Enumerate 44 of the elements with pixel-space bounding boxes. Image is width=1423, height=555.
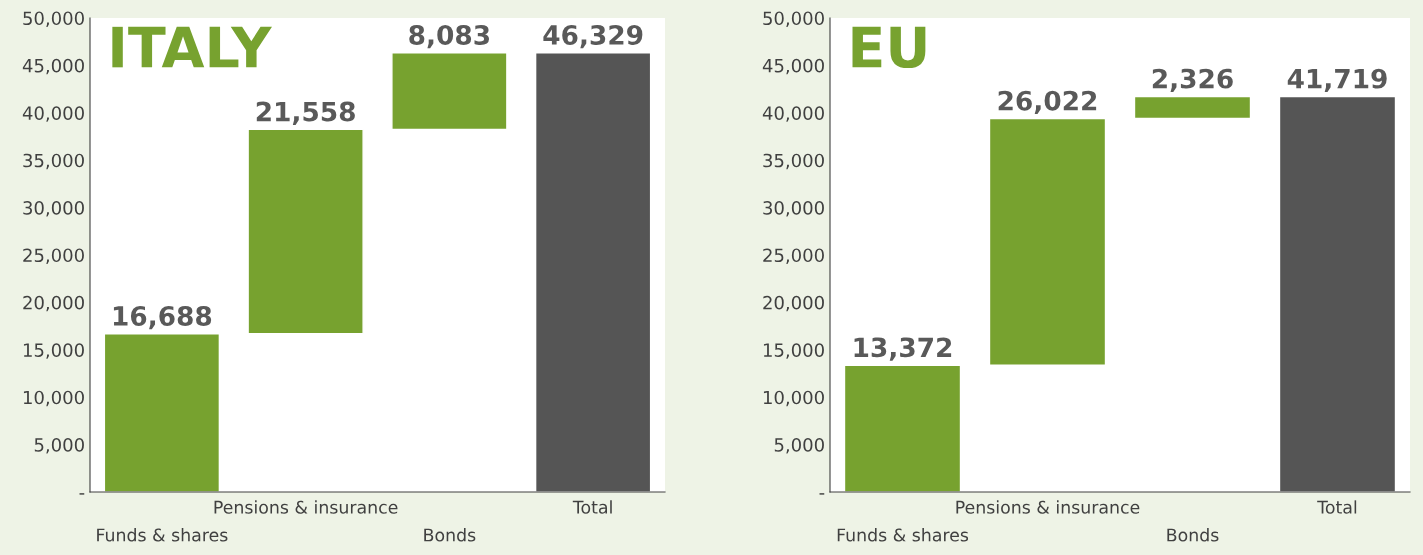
x-tick-label: Bonds — [1167, 528, 1219, 542]
y-tick-label: 20,000 — [763, 295, 824, 312]
y-tick-label: 35,000 — [23, 153, 84, 170]
bar — [988, 117, 1107, 366]
y-tick-label: 25,000 — [763, 248, 824, 264]
y-tick-label: 50,000 — [763, 11, 824, 27]
data-label: 2,326 — [1152, 68, 1233, 92]
x-tick-label: Pensions & insurance — [214, 500, 398, 514]
y-tick-label: 45,000 — [762, 58, 824, 75]
y-tick-label: 15,000 — [23, 343, 84, 359]
x-tick-label: Total — [1317, 500, 1357, 514]
y-tick-label: 30,000 — [23, 201, 84, 217]
y-tick-label: 30,000 — [763, 201, 824, 217]
y-tick-label: 15,000 — [763, 343, 824, 359]
y-tick-label: 40,000 — [22, 106, 84, 122]
y-tick-label: - — [79, 493, 85, 495]
bar — [1133, 95, 1252, 120]
data-label: 41,719 — [1287, 68, 1387, 92]
y-tick-label: 20,000 — [23, 295, 84, 312]
x-tick-label: Funds & shares — [97, 528, 228, 542]
x-tick-label: Pensions & insurance — [956, 500, 1140, 514]
data-label: 13,372 — [854, 337, 952, 361]
data-label: 8,083 — [409, 24, 490, 49]
x-tick-label: Total — [572, 500, 612, 514]
data-label: 46,329 — [543, 24, 643, 49]
data-label: 16,688 — [113, 305, 212, 330]
data-label: 21,558 — [256, 101, 355, 125]
y-tick-label: - — [819, 493, 825, 495]
y-tick-label: 25,000 — [23, 248, 84, 264]
x-tick-label: Bonds — [424, 528, 476, 542]
data-label: 26,022 — [998, 90, 1097, 115]
bar — [247, 128, 364, 335]
bar — [391, 52, 508, 131]
y-tick-label: 35,000 — [763, 153, 824, 170]
chart-title: ITALY — [112, 26, 272, 68]
x-tick-label: Funds & shares — [837, 528, 969, 542]
y-tick-label: 45,000 — [22, 58, 84, 75]
y-tick-label: 10,000 — [23, 390, 84, 407]
y-tick-label: 40,000 — [762, 106, 824, 122]
chart-title: EU — [852, 26, 926, 69]
y-tick-label: 5,000 — [34, 438, 84, 454]
y-tick-label: 5,000 — [774, 438, 824, 454]
y-tick-label: 10,000 — [763, 390, 824, 407]
y-tick-label: 50,000 — [23, 11, 84, 27]
